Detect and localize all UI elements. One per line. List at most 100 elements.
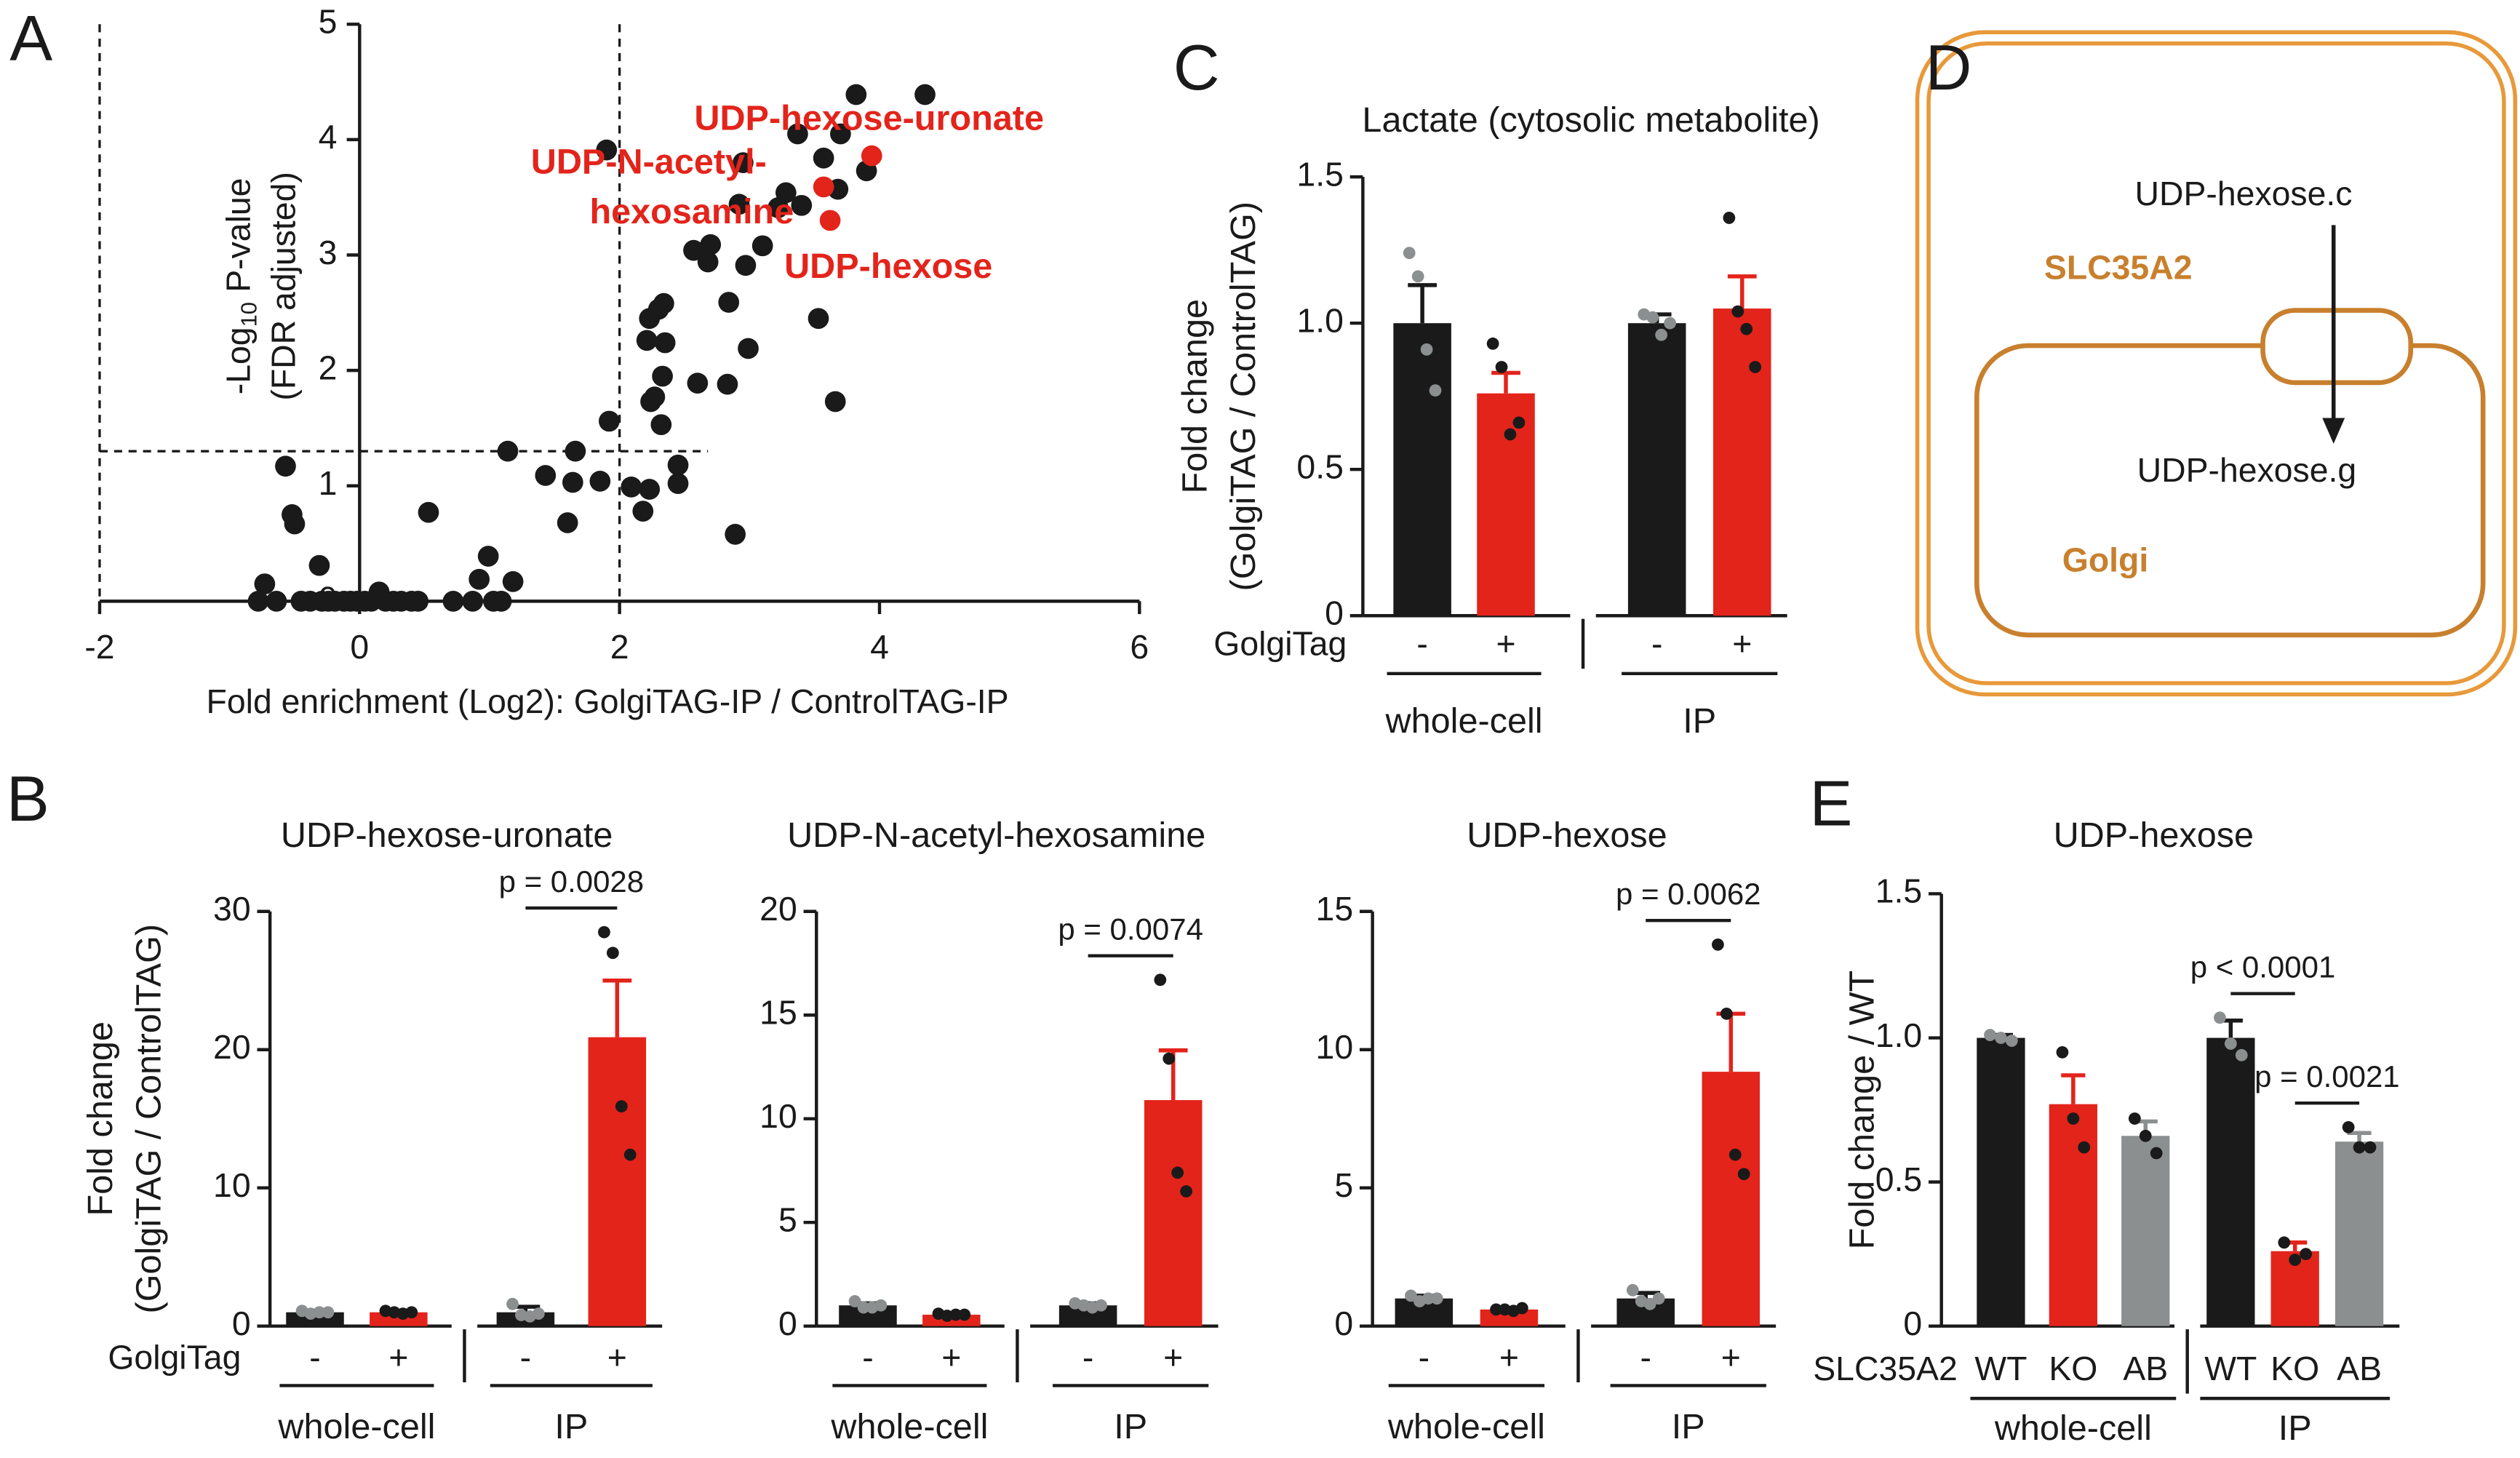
point (667, 473, 689, 494)
group-label: IP (1672, 1407, 1705, 1446)
y-tick-label: 4 (319, 118, 338, 156)
chart-title: UDP-hexose (2054, 816, 2254, 855)
point (254, 573, 276, 594)
category-label: - (309, 1338, 320, 1376)
y-tick-label: 20 (213, 1028, 251, 1066)
highlight-label: UDP-N-acetyl- (531, 142, 767, 181)
highlight-point (819, 210, 841, 231)
category-label: + (941, 1338, 961, 1376)
data-point (2278, 1236, 2291, 1249)
point (683, 239, 704, 261)
data-point (1429, 384, 1442, 397)
point (468, 568, 490, 590)
bar (1477, 393, 1535, 616)
data-point (1490, 1303, 1502, 1316)
highlight-point (861, 145, 882, 167)
category-label: - (1640, 1338, 1651, 1376)
data-point (2139, 1129, 2152, 1142)
group-label: IP (1114, 1407, 1147, 1446)
panel-letter: C (1173, 31, 1220, 103)
x-tick-label: 0 (350, 628, 369, 666)
arrow-head (2322, 418, 2345, 444)
point (725, 524, 746, 545)
y-tick-label: 2 (319, 348, 338, 386)
data-point (1405, 1289, 1417, 1302)
data-point (2150, 1147, 2163, 1160)
y-label-part: P-value (220, 178, 258, 292)
data-point (2235, 1048, 2248, 1061)
bar (2121, 1136, 2170, 1326)
point (565, 440, 586, 462)
y-label-sub: 10 (236, 302, 262, 327)
data-point (2128, 1112, 2141, 1125)
point (667, 454, 689, 476)
y-tick-label: 3 (319, 234, 338, 271)
diagram-d: UDP-hexose.c SLC35A2 UDP-hexose.g Golgi … (1915, 30, 2518, 697)
category-label: + (1496, 624, 1515, 662)
panel-letter: B (7, 762, 49, 834)
bar (2206, 1037, 2255, 1326)
group-label: whole-cell (1387, 1407, 1545, 1446)
point (830, 123, 851, 145)
bar (2334, 1142, 2384, 1326)
point (562, 471, 583, 493)
point (247, 591, 269, 612)
data-point (1180, 1185, 1192, 1198)
point (718, 292, 740, 313)
bar (588, 1037, 647, 1326)
chart-title: UDP-hexose (1467, 816, 1667, 855)
point (644, 386, 666, 407)
data-point (1411, 270, 1424, 283)
highlight-point (813, 176, 834, 198)
data-point (1749, 361, 1762, 373)
category-label: AB (2123, 1350, 2168, 1387)
y-tick-label: 5 (1334, 1166, 1353, 1204)
p-value-label: p = 0.0021 (2254, 1059, 2400, 1094)
data-point (1154, 973, 1167, 987)
point (700, 234, 722, 255)
golgi-membrane (1974, 343, 2486, 638)
data-point (2005, 1035, 2018, 1047)
point (418, 501, 439, 523)
y-tick-label: 1.0 (1296, 301, 1343, 339)
data-point (1720, 1007, 1733, 1020)
y-tick-label: 1.5 (1296, 155, 1343, 193)
data-point (2364, 1141, 2377, 1154)
data-point (2214, 1011, 2226, 1024)
point (654, 332, 676, 354)
data-point (1737, 1168, 1750, 1181)
y-tick-label: 0 (1903, 1304, 1922, 1342)
data-point (606, 947, 619, 960)
data-point (1646, 311, 1659, 324)
category-label: + (388, 1338, 408, 1376)
point (717, 373, 738, 395)
data-point (1495, 361, 1508, 373)
data-point (2300, 1248, 2313, 1261)
point (308, 554, 330, 576)
highlight-label: hexosamine (589, 192, 794, 231)
point (845, 84, 867, 105)
data-point (1163, 1052, 1176, 1065)
data-point (958, 1308, 971, 1321)
data-point (2056, 1045, 2069, 1059)
point (791, 194, 813, 216)
group-label: whole-cell (830, 1407, 988, 1446)
point (639, 479, 661, 500)
bar (1712, 308, 1771, 616)
data-point (1512, 416, 1526, 429)
panel-letter: D (1926, 31, 1972, 103)
category-label: KO (2270, 1350, 2319, 1387)
data-point (2289, 1254, 2302, 1266)
y-tick-label: 0 (1334, 1304, 1353, 1342)
point (621, 476, 642, 498)
cell-outer (1915, 30, 2518, 697)
point (598, 410, 620, 432)
point (407, 591, 429, 612)
data-point (598, 925, 610, 939)
y-tick-label: 30 (213, 890, 251, 928)
y-tick-label: 0 (1325, 594, 1344, 632)
point (824, 391, 846, 413)
category-label: - (520, 1338, 531, 1376)
cell-inner (1926, 41, 2506, 685)
data-point (2224, 1037, 2237, 1050)
